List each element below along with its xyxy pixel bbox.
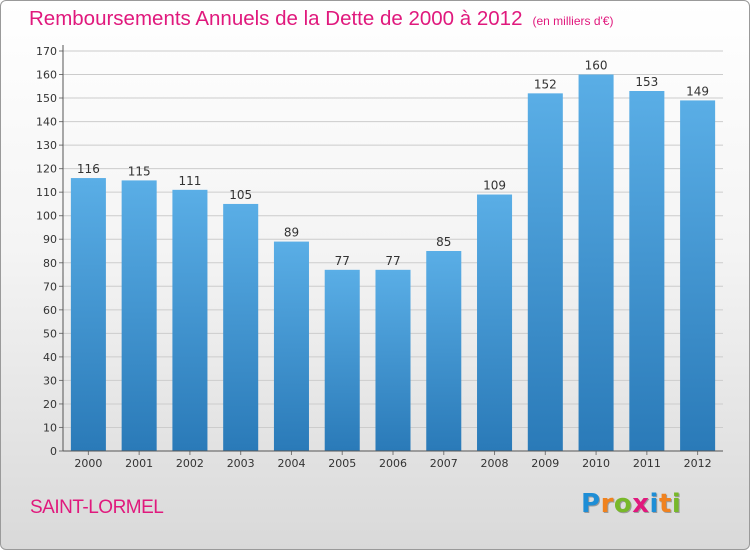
data-label: 77 [385, 254, 400, 268]
y-tick-label: 10 [43, 421, 57, 434]
y-tick-label: 120 [36, 163, 57, 176]
data-label: 105 [229, 188, 252, 202]
x-tick-label: 2012 [684, 457, 712, 470]
y-tick-label: 20 [43, 398, 57, 411]
bar [578, 74, 614, 451]
x-tick-label: 2006 [379, 457, 407, 470]
x-tick-label: 2000 [74, 457, 102, 470]
bar [172, 189, 208, 451]
commune-name: SAINT-LORMEL [30, 497, 164, 518]
y-tick-label: 30 [43, 374, 57, 387]
y-tick-label: 100 [36, 210, 57, 223]
bar [324, 269, 360, 451]
x-tick-label: 2007 [430, 457, 458, 470]
y-tick-label: 130 [36, 139, 57, 152]
data-label: 109 [483, 179, 506, 193]
data-label: 115 [128, 164, 151, 178]
data-label: 149 [686, 84, 709, 98]
y-tick-label: 80 [43, 257, 57, 270]
x-tick-label: 2011 [633, 457, 661, 470]
x-tick-label: 2002 [176, 457, 204, 470]
bar [70, 178, 106, 451]
logo-letter: x [632, 489, 650, 519]
y-tick-label: 50 [43, 327, 57, 340]
x-tick-label: 2010 [582, 457, 610, 470]
x-axis-ticks: 2000 2001 2002 2003 2004 2005 2006 2007 2008 2009… [74, 451, 712, 470]
data-label: 153 [635, 75, 658, 89]
data-labels: 116 115 111 105 89 77 77 85 109 152 160 153 149 [77, 59, 709, 268]
x-tick-label: 2003 [227, 457, 255, 470]
x-tick-label: 2009 [531, 457, 559, 470]
y-tick-label: 0 [50, 445, 57, 458]
logo-letter: i [649, 489, 659, 519]
y-tick-label: 150 [36, 92, 57, 105]
title-unit: (en milliers d'€) [532, 14, 614, 28]
data-label: 116 [77, 162, 100, 176]
bars [70, 74, 716, 452]
bar [223, 203, 259, 451]
bar [477, 194, 513, 451]
bar [680, 100, 716, 451]
y-tick-label: 110 [36, 186, 57, 199]
bar [121, 180, 157, 452]
y-tick-label: 90 [43, 233, 57, 246]
data-label: 89 [284, 226, 299, 240]
bar [375, 269, 411, 451]
y-tick-label: 60 [43, 304, 57, 317]
title-text: Remboursements Annuels de la Dette de 20… [29, 7, 523, 30]
y-tick-label: 40 [43, 351, 57, 364]
logo-letter: i [671, 489, 682, 519]
data-label: 152 [534, 77, 557, 91]
logo-letter: o [613, 489, 633, 519]
x-tick-label: 2008 [481, 457, 509, 470]
y-tick-label: 70 [43, 280, 57, 293]
y-tick-label: 140 [36, 116, 57, 129]
bar [273, 241, 309, 451]
proxiti-logo: Proxiti [581, 489, 681, 519]
y-tick-label: 160 [36, 69, 57, 82]
logo-letter: P [581, 489, 601, 519]
y-tick-label: 170 [36, 45, 57, 58]
data-label: 160 [585, 59, 608, 73]
x-tick-label: 2004 [277, 457, 305, 470]
logo-letter: t [658, 489, 672, 519]
data-label: 77 [335, 254, 350, 268]
y-axis-ticks: 0 10 20 30 40 50 60 70 80 90 100 110 120 130 140 150 160… [36, 45, 63, 458]
x-tick-label: 2005 [328, 457, 356, 470]
data-label: 85 [436, 235, 451, 249]
logo-letter: r [600, 489, 614, 519]
data-label: 111 [178, 174, 201, 188]
bar [527, 93, 563, 452]
x-tick-label: 2001 [125, 457, 153, 470]
bar [629, 91, 665, 451]
chart-title: Remboursements Annuels de la Dette de 20… [29, 7, 613, 31]
bar [426, 251, 462, 451]
